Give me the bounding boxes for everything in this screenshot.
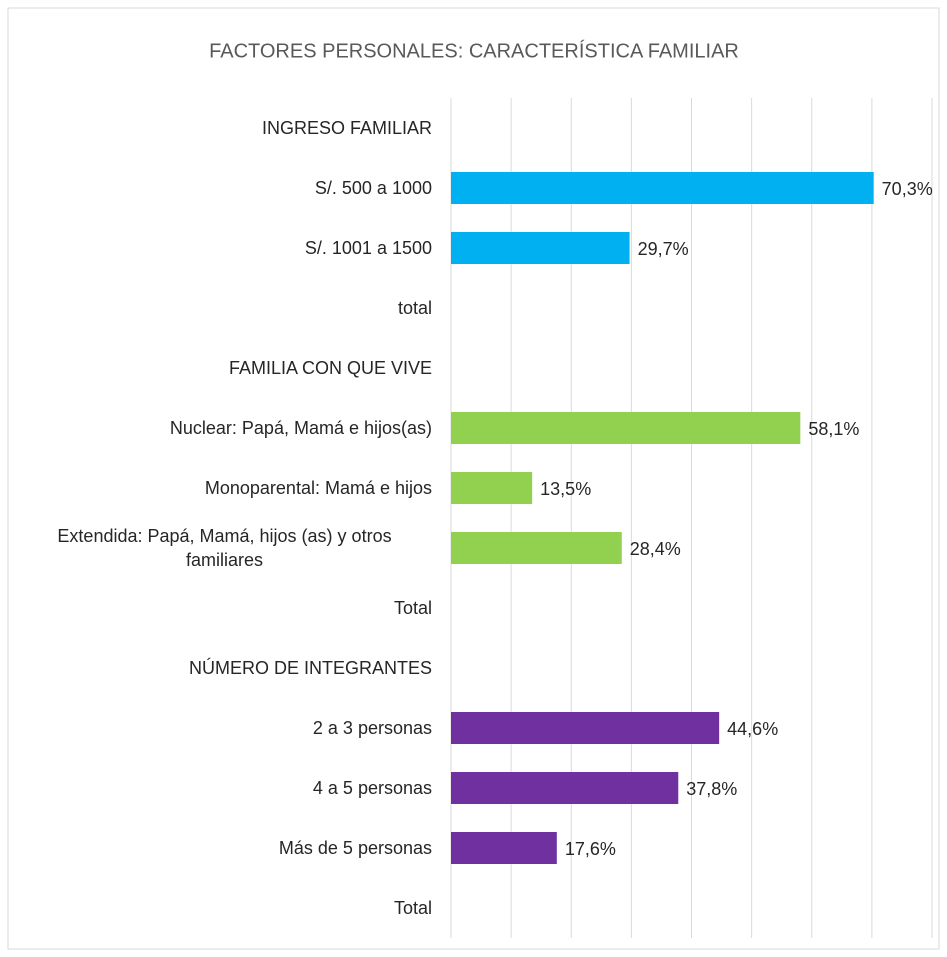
y-tick-label-box: Más de 5 personas bbox=[279, 818, 432, 878]
y-tick-label-box: total bbox=[398, 278, 432, 338]
data-label: 13,5% bbox=[540, 479, 591, 499]
bar bbox=[451, 832, 557, 864]
y-tick-label: Extendida: Papá, Mamá, hijos (as) y otro… bbox=[57, 526, 392, 570]
y-tick-label: FAMILIA CON QUE VIVE bbox=[228, 358, 432, 378]
bar bbox=[451, 772, 679, 804]
data-label: 28,4% bbox=[630, 539, 681, 559]
data-label: 44,6% bbox=[727, 719, 778, 739]
y-tick-label-box: S/. 1001 a 1500 bbox=[305, 218, 432, 278]
y-tick-label-box: Total bbox=[394, 878, 432, 938]
y-tick-label: INGRESO FAMILIAR bbox=[261, 118, 432, 138]
y-tick-label: Monoparental: Mamá e hijos bbox=[204, 478, 432, 498]
y-tick-label: 4 a 5 personas bbox=[312, 778, 432, 798]
chart-title: FACTORES PERSONALES: CARACTERÍSTICA FAMI… bbox=[209, 39, 739, 62]
y-tick-label-box: Total bbox=[394, 578, 432, 638]
bar bbox=[451, 412, 801, 444]
y-tick-label: S/. 500 a 1000 bbox=[314, 178, 432, 198]
bar bbox=[451, 232, 630, 264]
bar bbox=[451, 712, 720, 744]
y-tick-label-box: Monoparental: Mamá e hijos bbox=[205, 458, 432, 518]
data-label: 58,1% bbox=[808, 419, 859, 439]
y-tick-label: 2 a 3 personas bbox=[312, 718, 432, 738]
y-tick-label-box: FAMILIA CON QUE VIVE bbox=[229, 338, 432, 398]
bar bbox=[451, 472, 533, 504]
bar bbox=[451, 172, 874, 204]
y-tick-label-box: NÚMERO DE INTEGRANTES bbox=[189, 638, 432, 698]
y-tick-label: S/. 1001 a 1500 bbox=[304, 238, 432, 258]
y-tick-label: Nuclear: Papá, Mamá e hijos(as) bbox=[169, 418, 432, 438]
y-tick-label: NÚMERO DE INTEGRANTES bbox=[188, 658, 432, 678]
y-tick-label: total bbox=[397, 298, 432, 318]
y-tick-label-box: S/. 500 a 1000 bbox=[315, 158, 432, 218]
bar bbox=[451, 532, 622, 564]
y-tick-label-box: 4 a 5 personas bbox=[313, 758, 432, 818]
y-tick-label-box: INGRESO FAMILIAR bbox=[262, 98, 432, 158]
y-tick-label-box: 2 a 3 personas bbox=[313, 698, 432, 758]
data-label: 17,6% bbox=[565, 839, 616, 859]
y-tick-label: Más de 5 personas bbox=[278, 838, 432, 858]
y-tick-label: Total bbox=[393, 598, 432, 618]
y-tick-label-box: Extendida: Papá, Mamá, hijos (as) y otro… bbox=[17, 518, 432, 578]
y-tick-label: Total bbox=[393, 898, 432, 918]
data-label: 37,8% bbox=[686, 779, 737, 799]
data-label: 70,3% bbox=[882, 179, 933, 199]
y-tick-label-box: Nuclear: Papá, Mamá e hijos(as) bbox=[170, 398, 432, 458]
data-label: 29,7% bbox=[638, 239, 689, 259]
